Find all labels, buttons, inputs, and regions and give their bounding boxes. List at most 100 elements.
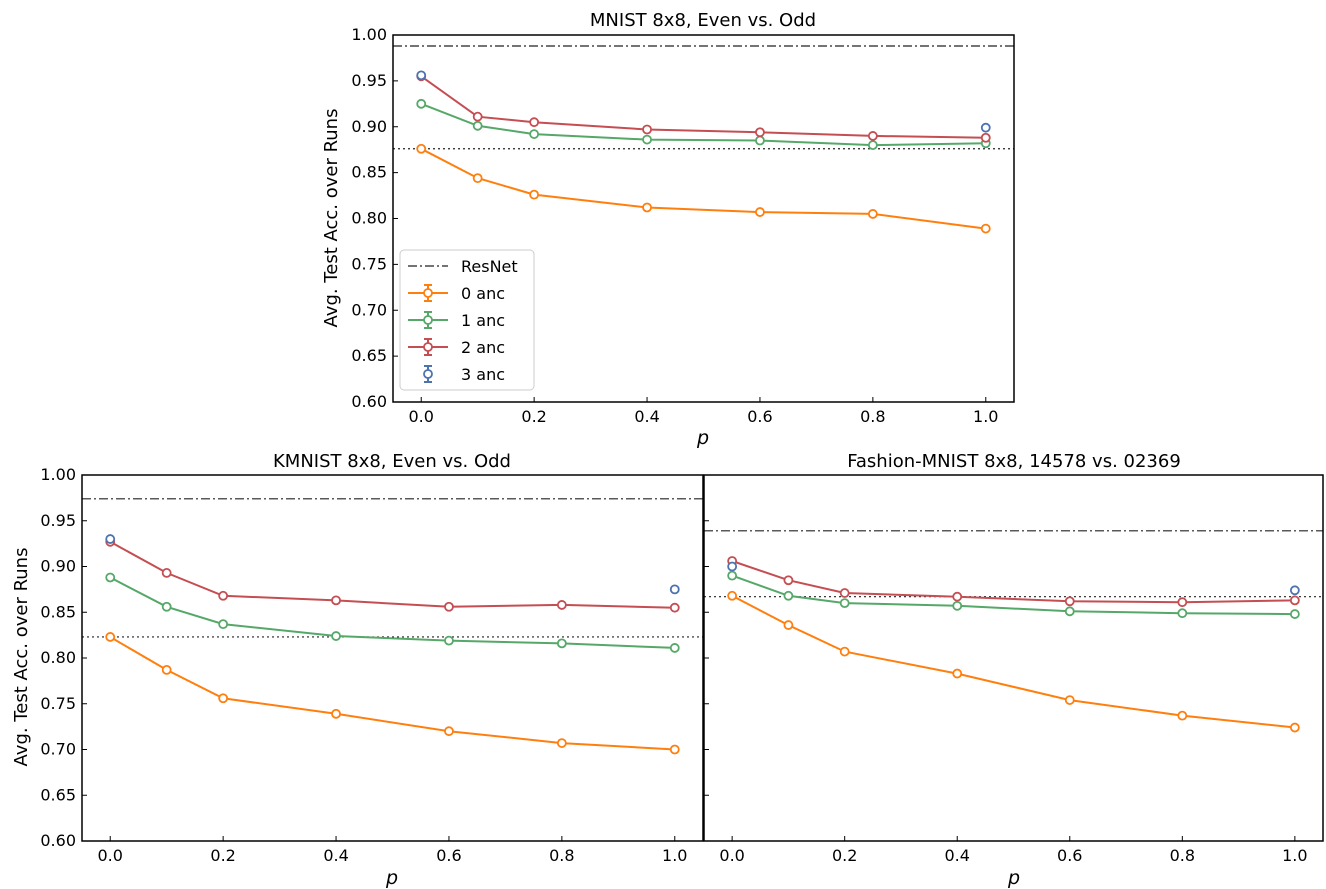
y-tick-label: 0.90 bbox=[40, 557, 76, 576]
y-tick-label: 0.95 bbox=[351, 71, 387, 90]
y-tick-label: 0.80 bbox=[351, 209, 387, 228]
data-point-2-anc bbox=[783, 575, 794, 586]
data-point-0-anc bbox=[331, 708, 341, 719]
data-point-1-anc bbox=[727, 570, 738, 581]
legend-marker bbox=[423, 342, 433, 352]
data-point-2-anc bbox=[1064, 596, 1075, 607]
x-tick-label: 0.6 bbox=[747, 407, 772, 426]
data-point-0-anc bbox=[556, 738, 567, 748]
y-tick-label: 0.70 bbox=[351, 300, 387, 319]
x-axis-label: p bbox=[1007, 867, 1020, 889]
x-tick-label: 0.4 bbox=[634, 407, 659, 426]
data-point-1-anc bbox=[161, 601, 172, 612]
data-point-2-anc bbox=[218, 590, 229, 601]
chart-title: MNIST 8x8, Even vs. Odd bbox=[590, 10, 816, 31]
x-axis-label: p bbox=[696, 427, 709, 449]
data-point-0-anc bbox=[952, 668, 963, 679]
data-point-1-anc bbox=[444, 635, 454, 646]
data-point-1-anc bbox=[839, 598, 850, 608]
data-point-1-anc bbox=[867, 140, 878, 151]
data-point-3-anc bbox=[105, 534, 116, 544]
data-point-2-anc bbox=[529, 117, 540, 128]
series-line-2-anc bbox=[109, 540, 675, 609]
data-point-3-anc bbox=[416, 70, 427, 81]
legend-label: 3 anc bbox=[461, 365, 505, 384]
y-tick-label: 0.65 bbox=[40, 785, 76, 804]
data-point-2-anc bbox=[444, 601, 454, 612]
series-line-1-anc bbox=[109, 576, 675, 649]
data-point-2-anc bbox=[755, 127, 765, 138]
legend-marker bbox=[423, 288, 433, 298]
data-point-0-anc bbox=[642, 202, 652, 213]
legend-marker bbox=[423, 369, 433, 379]
data-point-2-anc bbox=[867, 131, 878, 141]
data-point-1-anc bbox=[669, 643, 680, 653]
data-point-0-anc bbox=[669, 744, 680, 755]
x-tick-label: 0.6 bbox=[1057, 846, 1082, 865]
legend-label: 0 anc bbox=[461, 284, 505, 303]
data-point-3-anc bbox=[980, 122, 991, 133]
data-point-2-anc bbox=[556, 600, 567, 610]
x-tick-label: 0.8 bbox=[1170, 846, 1195, 865]
legend: ResNet 0 anc 1 anc 2 anc 3 anc bbox=[399, 249, 535, 391]
data-point-0-anc bbox=[416, 143, 427, 154]
data-point-3-anc bbox=[1289, 585, 1300, 596]
data-point-2-anc bbox=[669, 602, 680, 613]
x-tick-label: 1.0 bbox=[973, 407, 998, 426]
y-tick-label: 0.60 bbox=[40, 831, 76, 850]
data-point-0-anc bbox=[1177, 710, 1188, 721]
y-tick-label: 0.85 bbox=[40, 602, 76, 621]
series-line-2-anc bbox=[420, 75, 986, 139]
data-point-1-anc bbox=[1064, 606, 1075, 617]
y-tick-label: 0.80 bbox=[40, 648, 76, 667]
series-line-0-anc bbox=[731, 594, 1296, 729]
data-point-1-anc bbox=[783, 590, 794, 601]
data-point-2-anc bbox=[642, 124, 652, 135]
y-tick-label: 0.65 bbox=[351, 346, 387, 365]
x-tick-label: 0.2 bbox=[521, 407, 546, 426]
y-tick-label: 0.70 bbox=[40, 740, 76, 759]
series-line-0-anc bbox=[420, 147, 986, 230]
x-tick-label: 0.8 bbox=[860, 407, 885, 426]
legend-label: 2 anc bbox=[461, 338, 505, 357]
y-tick-label: 0.75 bbox=[40, 694, 76, 713]
data-point-0-anc bbox=[783, 620, 794, 630]
series-line-0-anc bbox=[109, 636, 675, 751]
data-point-1-anc bbox=[755, 135, 765, 146]
data-point-1-anc bbox=[529, 129, 540, 139]
data-point-0-anc bbox=[839, 646, 850, 657]
data-point-0-anc bbox=[727, 590, 738, 601]
legend-marker bbox=[423, 315, 433, 325]
data-point-0-anc bbox=[105, 632, 116, 642]
series-line-1-anc bbox=[420, 102, 986, 147]
y-tick-label: 0.85 bbox=[351, 163, 387, 182]
x-tick-label: 0.0 bbox=[719, 846, 744, 865]
data-point-1-anc bbox=[218, 619, 229, 630]
data-point-0-anc bbox=[529, 189, 540, 200]
data-point-1-anc bbox=[105, 572, 116, 583]
data-point-0-anc bbox=[755, 207, 765, 217]
x-axis-label: p bbox=[385, 867, 398, 889]
data-point-3-anc bbox=[727, 561, 738, 572]
y-axis-label: Avg. Test Acc. over Runs bbox=[11, 548, 32, 767]
x-tick-label: 0.4 bbox=[323, 846, 348, 865]
y-tick-label: 0.95 bbox=[40, 511, 76, 530]
data-point-0-anc bbox=[1064, 695, 1075, 705]
chart-title: KMNIST 8x8, Even vs. Odd bbox=[273, 451, 511, 472]
legend-label: ResNet bbox=[461, 257, 518, 276]
data-point-0-anc bbox=[161, 664, 172, 675]
plot-frame bbox=[81, 474, 704, 842]
y-tick-label: 1.00 bbox=[40, 465, 76, 484]
data-point-2-anc bbox=[1177, 597, 1188, 608]
y-axis-label: Avg. Test Acc. over Runs bbox=[321, 109, 342, 328]
legend-label: 1 anc bbox=[461, 311, 505, 330]
data-point-1-anc bbox=[642, 134, 652, 145]
series-line-2-anc bbox=[731, 560, 1295, 604]
data-point-0-anc bbox=[444, 726, 454, 737]
plot-frame bbox=[703, 474, 1324, 842]
data-point-2-anc bbox=[161, 568, 172, 578]
y-tick-label: 0.60 bbox=[351, 392, 387, 411]
data-point-0-anc bbox=[218, 693, 229, 704]
x-tick-label: 0.8 bbox=[549, 846, 574, 865]
